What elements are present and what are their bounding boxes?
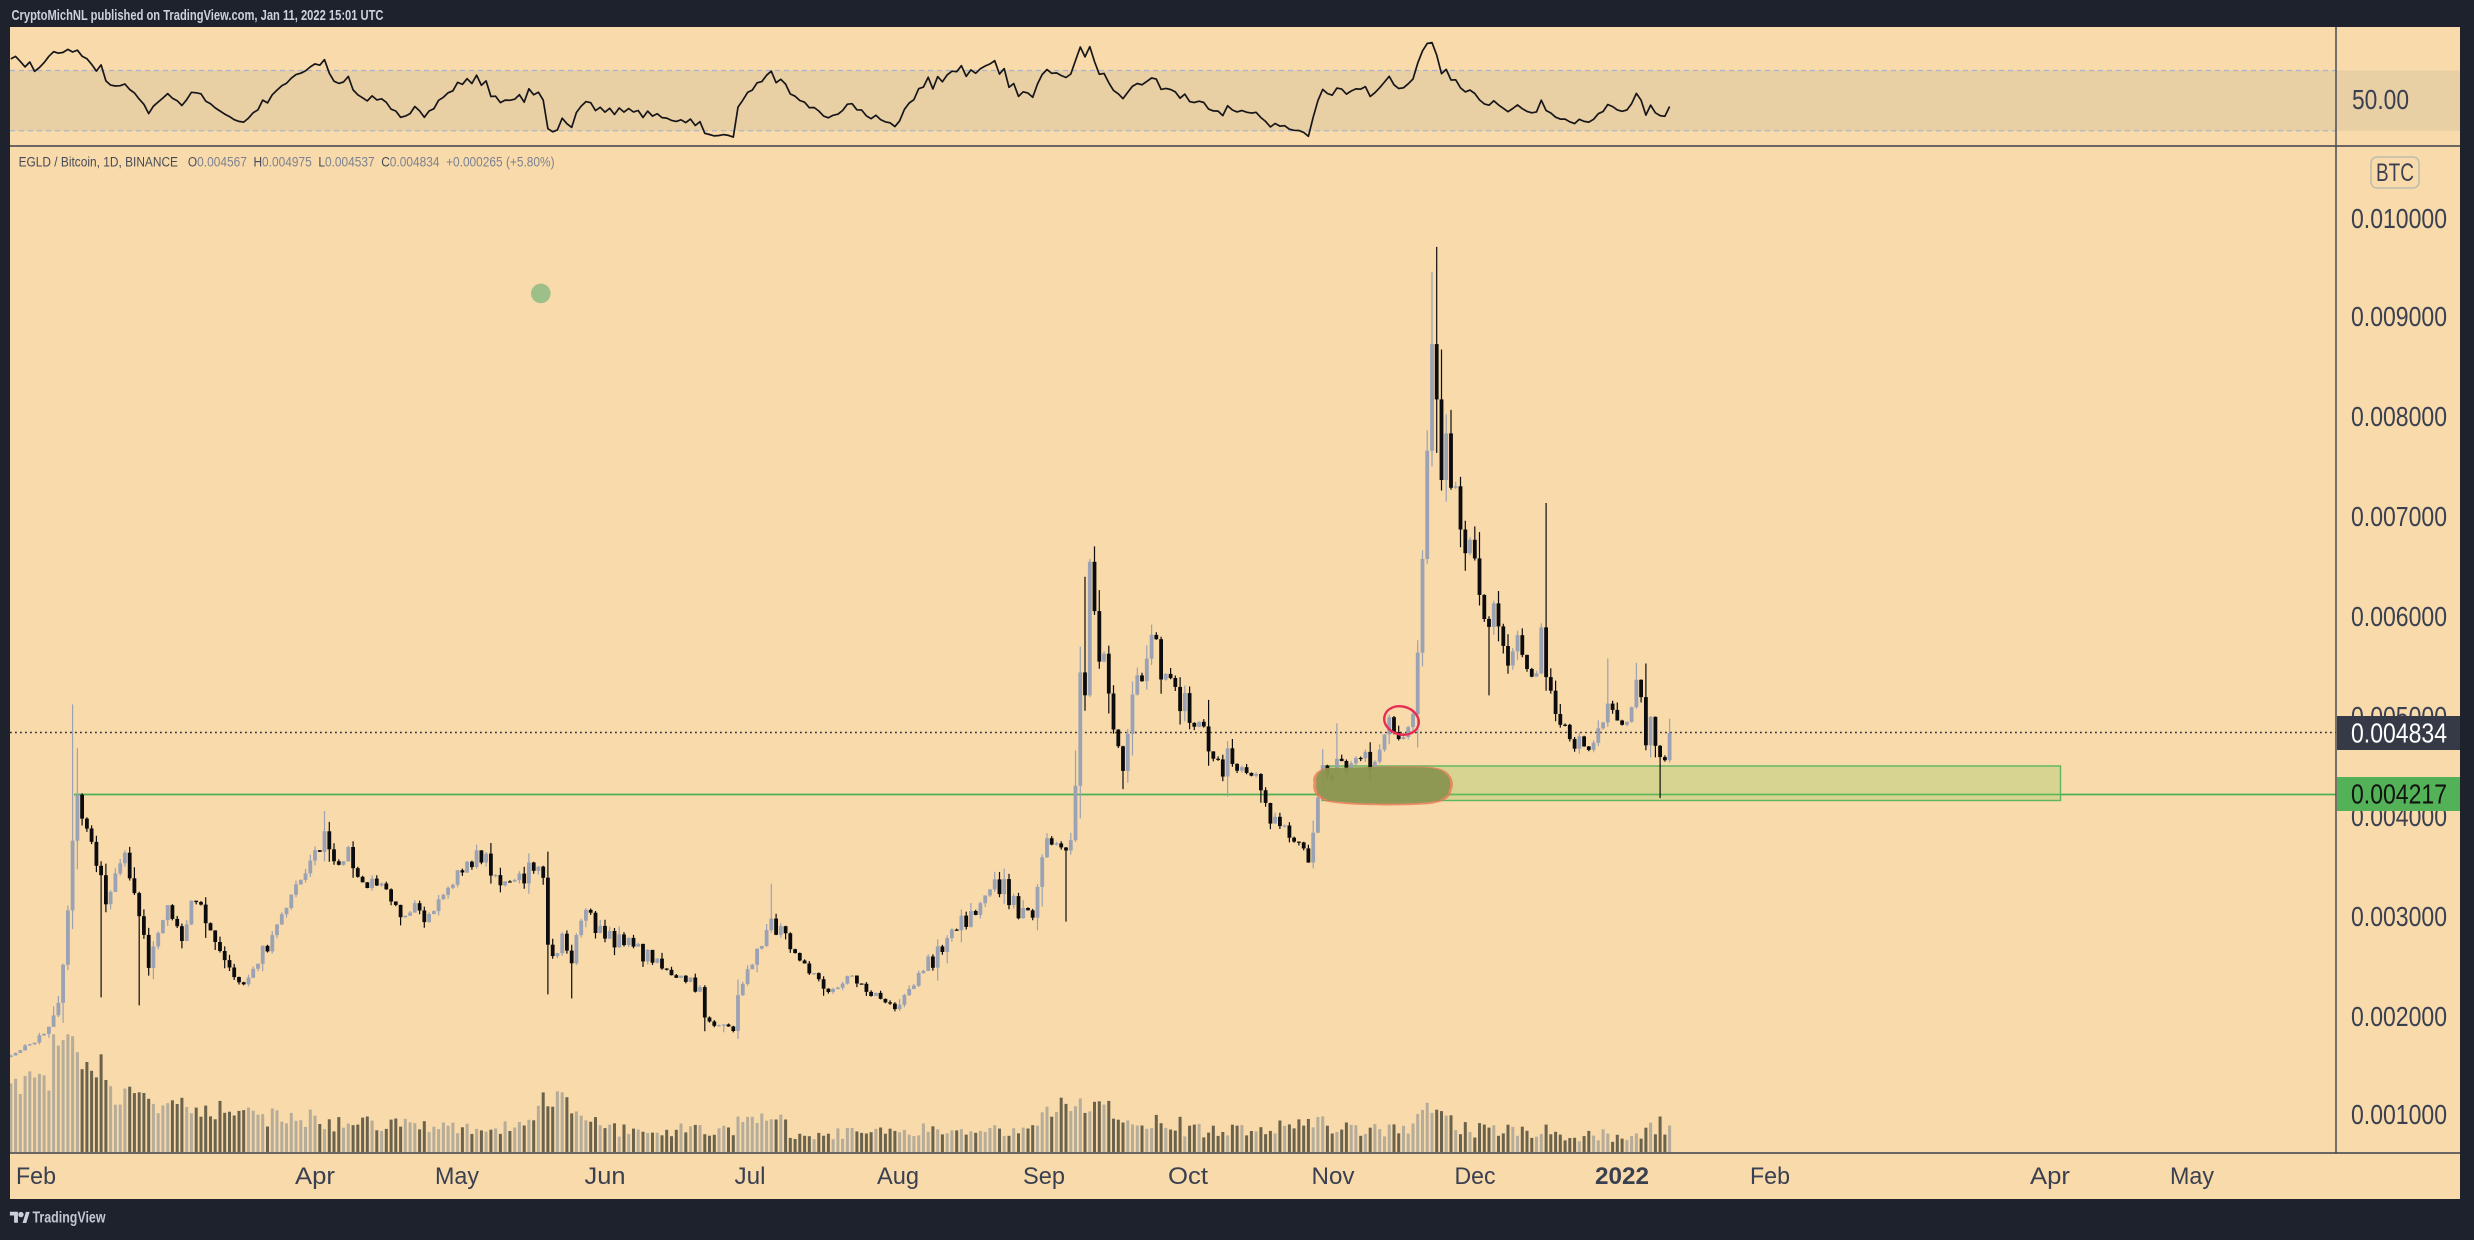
svg-text:Apr: Apr [295, 1163, 335, 1190]
svg-text:BTC: BTC [2376, 159, 2414, 187]
svg-text:May: May [2170, 1163, 2215, 1190]
svg-text:Sep: Sep [1023, 1163, 1065, 1190]
svg-text:0.010000: 0.010000 [2351, 203, 2447, 234]
svg-text:2022: 2022 [1595, 1163, 1649, 1190]
svg-text:0.006000: 0.006000 [2351, 601, 2447, 632]
svg-text:CryptoMichNL published on Trad: CryptoMichNL published on TradingView.co… [12, 7, 384, 24]
svg-text:0.004834: 0.004834 [2351, 718, 2447, 749]
svg-text:0.003000: 0.003000 [2351, 901, 2447, 932]
svg-text:0.007000: 0.007000 [2351, 501, 2447, 532]
svg-text:TradingView: TradingView [33, 1209, 107, 1226]
svg-text:0.004217: 0.004217 [2351, 779, 2447, 810]
svg-text:Feb: Feb [1750, 1163, 1790, 1190]
svg-text:Jul: Jul [735, 1163, 766, 1190]
svg-text:May: May [435, 1163, 480, 1190]
svg-text:Feb: Feb [16, 1163, 56, 1190]
svg-text:Oct: Oct [1168, 1163, 1208, 1190]
svg-text:Nov: Nov [1312, 1163, 1356, 1190]
svg-text:Aug: Aug [877, 1163, 919, 1190]
svg-text:50.00: 50.00 [2352, 84, 2409, 115]
svg-text:EGLD / Bitcoin, 1D, BINANCE: EGLD / Bitcoin, 1D, BINANCE O0.004567 H0… [19, 155, 555, 170]
svg-text:0.001000: 0.001000 [2351, 1099, 2447, 1130]
svg-text:0.002000: 0.002000 [2351, 1001, 2447, 1032]
svg-text:Dec: Dec [1455, 1163, 1496, 1190]
svg-text:Apr: Apr [2030, 1163, 2070, 1190]
svg-text:0.009000: 0.009000 [2351, 301, 2447, 332]
svg-text:Jun: Jun [585, 1163, 626, 1190]
svg-text:0.008000: 0.008000 [2351, 401, 2447, 432]
